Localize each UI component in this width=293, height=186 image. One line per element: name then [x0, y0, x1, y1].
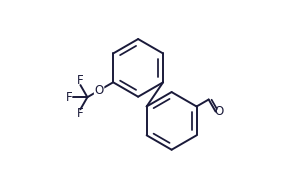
- Text: O: O: [94, 84, 104, 97]
- Text: F: F: [77, 108, 84, 120]
- Text: F: F: [66, 91, 73, 104]
- Text: O: O: [214, 105, 224, 118]
- Text: F: F: [77, 74, 84, 87]
